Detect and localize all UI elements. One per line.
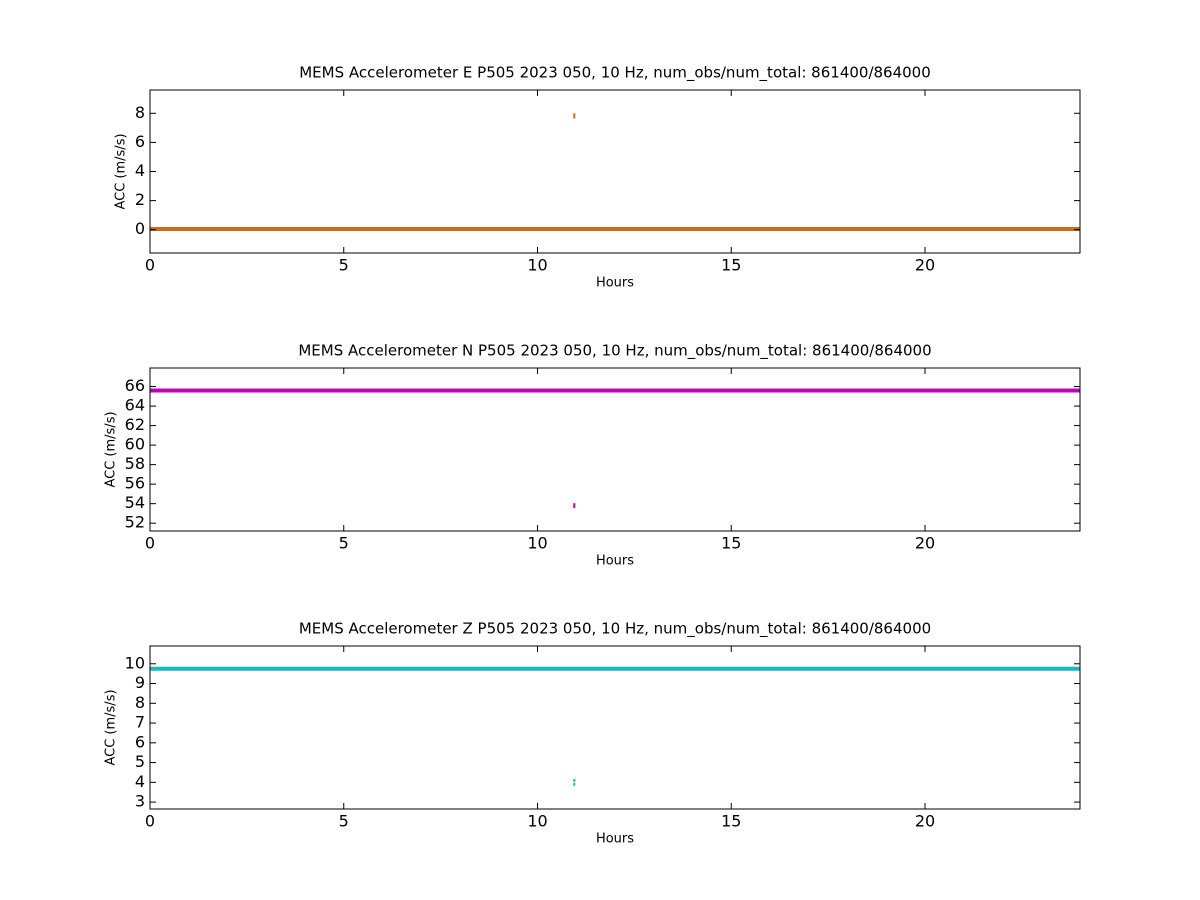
x-tick-label: 20: [915, 534, 935, 553]
plot-frame: [149, 89, 1081, 254]
data-point: [573, 505, 576, 509]
y-tick-label: 8: [135, 693, 145, 712]
y-tick-label: 8: [135, 103, 145, 122]
x-tick-label: 10: [527, 534, 547, 553]
x-tick-label: 0: [145, 534, 155, 553]
x-axis-label: Hours: [596, 554, 634, 569]
plot-frame: [149, 645, 1081, 810]
chart-title: MEMS Accelerometer E P505 2023 050, 10 H…: [299, 64, 931, 83]
plot-frame: [149, 367, 1081, 532]
data-point: [573, 778, 576, 782]
y-tick-label: 5: [135, 752, 145, 771]
chart-title: MEMS Accelerometer N P505 2023 050, 10 H…: [298, 342, 931, 361]
y-tick-label: 66: [125, 376, 145, 395]
data-point: [573, 113, 576, 117]
x-tick-label: 5: [339, 256, 349, 275]
y-tick-label: 3: [135, 792, 145, 811]
x-axis-label: Hours: [596, 276, 634, 291]
y-tick-label: 10: [125, 653, 145, 672]
y-tick-label: 54: [125, 493, 145, 512]
x-tick-label: 15: [721, 534, 741, 553]
y-tick-label: 7: [135, 713, 145, 732]
data-point: [573, 503, 576, 507]
y-tick-label: 62: [125, 415, 145, 434]
x-tick-label: 5: [339, 534, 349, 553]
y-tick-label: 64: [125, 396, 145, 415]
x-tick-label: 15: [721, 812, 741, 831]
y-tick-label: 2: [135, 190, 145, 209]
x-tick-label: 20: [915, 256, 935, 275]
x-tick-label: 20: [915, 812, 935, 831]
y-axis-label: ACC (m/s/s): [104, 411, 119, 487]
y-tick-label: 6: [135, 732, 145, 751]
y-tick-label: 56: [125, 474, 145, 493]
y-tick-label: 4: [135, 772, 145, 791]
y-axis-label: ACC (m/s/s): [104, 689, 119, 765]
y-tick-label: 6: [135, 132, 145, 151]
y-tick-label: 60: [125, 435, 145, 454]
data-point: [573, 115, 576, 119]
chart-title: MEMS Accelerometer Z P505 2023 050, 10 H…: [299, 620, 931, 639]
x-tick-label: 10: [527, 256, 547, 275]
y-axis-label: ACC (m/s/s): [114, 133, 129, 209]
x-tick-label: 0: [145, 812, 155, 831]
y-tick-label: 52: [125, 513, 145, 532]
x-tick-label: 15: [721, 256, 741, 275]
y-tick-label: 0: [135, 219, 145, 238]
x-tick-label: 0: [145, 256, 155, 275]
y-tick-label: 9: [135, 673, 145, 692]
x-axis-label: Hours: [596, 832, 634, 847]
x-tick-label: 10: [527, 812, 547, 831]
x-tick-label: 5: [339, 812, 349, 831]
data-point: [573, 782, 576, 786]
y-tick-label: 58: [125, 454, 145, 473]
y-tick-label: 4: [135, 161, 145, 180]
